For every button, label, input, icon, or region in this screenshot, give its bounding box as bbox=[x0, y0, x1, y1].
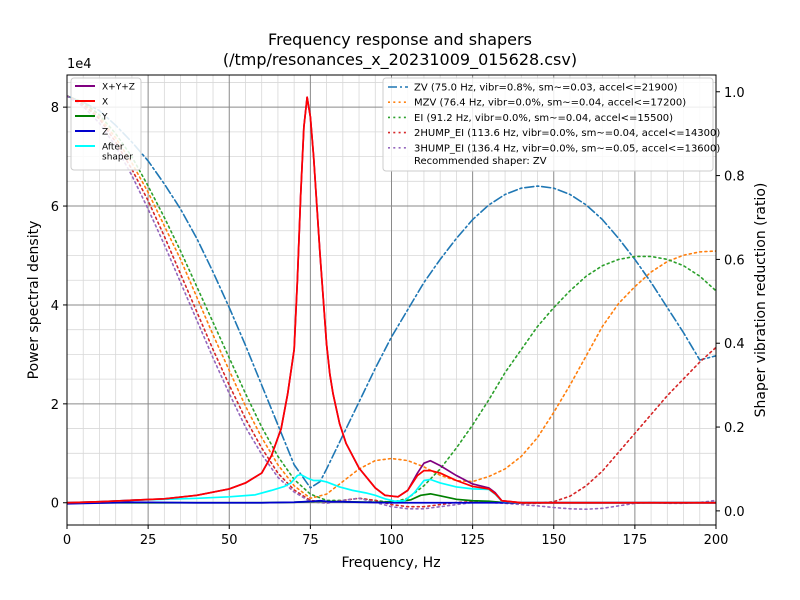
x-tick-label: 175 bbox=[622, 533, 647, 548]
x-tick-label: 0 bbox=[63, 533, 71, 548]
legend-label-after-shaper: shaper bbox=[102, 153, 133, 163]
y-right-tick-label: 0.2 bbox=[724, 421, 745, 436]
y-left-tick-label: 2 bbox=[51, 398, 59, 413]
legend-label-after-shaper: After bbox=[102, 143, 124, 153]
legend-label-y: Y bbox=[101, 113, 108, 123]
legend-label-mzv: MZV (76.4 Hz, vibr=0.0%, sm~=0.04, accel… bbox=[414, 98, 686, 109]
y-axis-right-label: Shaper vibration reduction (ratio) bbox=[753, 183, 769, 418]
y-left-tick-label: 6 bbox=[51, 200, 59, 215]
x-tick-label: 200 bbox=[704, 533, 729, 548]
y-left-tick-label: 0 bbox=[51, 497, 59, 512]
series-line-mzv bbox=[67, 95, 716, 500]
x-tick-label: 75 bbox=[302, 533, 319, 548]
series-line-z bbox=[67, 499, 716, 505]
left-axis-scale-label: 1e4 bbox=[67, 57, 92, 72]
y-right-tick-label: 1.0 bbox=[724, 86, 745, 101]
shaper-legend: ZV (75.0 Hz, vibr=0.8%, sm~=0.03, accel<… bbox=[382, 77, 720, 172]
chart-title-line2: (/tmp/resonances_x_20231009_015628.csv) bbox=[223, 50, 577, 70]
legend-label-zv: ZV (75.0 Hz, vibr=0.8%, sm~=0.03, accel<… bbox=[414, 83, 678, 94]
shaper-legend-entries: ZV (75.0 Hz, vibr=0.8%, sm~=0.03, accel<… bbox=[388, 83, 720, 154]
x-tick-label: 25 bbox=[140, 533, 157, 548]
x-tick-label: 100 bbox=[379, 533, 404, 548]
shaper-legend-box bbox=[382, 77, 714, 172]
y-left-tick-label: 4 bbox=[51, 299, 59, 314]
series-line-after-shaper bbox=[67, 473, 716, 504]
y-axis-left-label: Power spectral density bbox=[26, 221, 42, 380]
x-tick-label: 150 bbox=[541, 533, 566, 548]
x-tick-label: 50 bbox=[221, 533, 238, 548]
series-layer bbox=[67, 95, 716, 510]
series-line-zv bbox=[67, 95, 716, 489]
legend-label-x-y-z: X+Y+Z bbox=[102, 83, 135, 93]
y-right-tick-label: 0.6 bbox=[724, 253, 745, 268]
chart-title-line1: Frequency response and shapers bbox=[268, 30, 532, 49]
clipped-series-group bbox=[67, 95, 716, 510]
legend-label-x: X bbox=[102, 98, 108, 108]
series-line-x bbox=[67, 96, 716, 504]
legend-label-3hump-ei: 3HUMP_EI (136.4 Hz, vibr=0.0%, sm~=0.05,… bbox=[414, 143, 720, 154]
series-line-3hump-ei bbox=[67, 95, 716, 510]
legend-label-2hump-ei: 2HUMP_EI (113.6 Hz, vibr=0.0%, sm~=0.04,… bbox=[414, 128, 720, 139]
y-right-tick-label: 0.4 bbox=[724, 337, 745, 352]
x-tick-label: 125 bbox=[460, 533, 485, 548]
legend-label-ei: EI (91.2 Hz, vibr=0.0%, sm~=0.04, accel<… bbox=[414, 113, 673, 124]
legend-label-z: Z bbox=[102, 128, 108, 138]
x-axis-label: Frequency, Hz bbox=[341, 555, 440, 571]
recommended-shaper-label: Recommended shaper: ZV bbox=[414, 156, 547, 167]
y-left-tick-label: 8 bbox=[51, 101, 59, 116]
y-right-tick-label: 0.0 bbox=[724, 505, 745, 520]
tick-layer: 0 25 50 75 100 125 150 175 200 0 2 4 6 8 0.0 0.2 0.4 0.6 0… bbox=[51, 86, 745, 548]
series-line-2hump-ei bbox=[67, 95, 716, 508]
y-right-tick-label: 0.8 bbox=[724, 170, 745, 185]
